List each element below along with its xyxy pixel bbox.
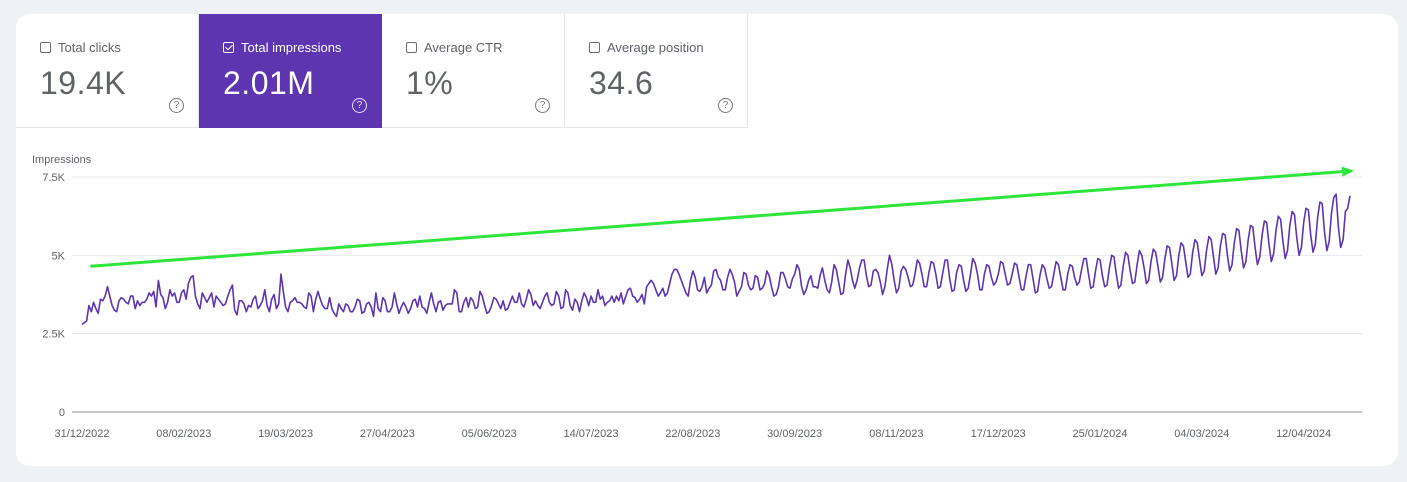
metric-tile-average-position[interactable]: Average position 34.6 ?	[565, 14, 748, 128]
help-icon[interactable]: ?	[718, 98, 733, 113]
performance-card: Total clicks 19.4K ? Total impressions 2…	[16, 14, 1398, 466]
checkbox-unchecked-icon[interactable]	[589, 42, 600, 53]
metric-value: 2.01M	[223, 65, 315, 101]
help-icon[interactable]: ?	[535, 98, 550, 113]
y-axis-title: Impressions	[32, 154, 92, 166]
x-tick-label: 08/11/2023	[869, 428, 923, 440]
x-tick-label: 19/03/2023	[258, 428, 313, 440]
x-tick-label: 31/12/2022	[54, 428, 109, 440]
y-tick-label: 2.5K	[42, 329, 65, 341]
metric-header: Average CTR	[406, 40, 503, 55]
metric-header: Average position	[589, 40, 704, 55]
metric-label: Total impressions	[241, 40, 342, 55]
metric-tile-total-clicks[interactable]: Total clicks 19.4K ?	[16, 14, 199, 128]
trend-arrow	[90, 166, 1355, 268]
metric-value: 1%	[406, 65, 454, 101]
impressions-chart: Impressions 0 2.5K 5K 7.5K 31/12/2022 08/02/…	[32, 154, 1362, 440]
x-tick-label: 04/03/2024	[1174, 428, 1229, 440]
metric-header: Total impressions	[223, 40, 341, 55]
y-tick-labels: 0 2.5K 5K 7.5K	[42, 172, 65, 419]
metric-header: Total clicks	[40, 40, 121, 55]
x-tick-label: 05/06/2023	[462, 428, 517, 440]
metric-value: 19.4K	[40, 65, 127, 101]
x-tick-labels: 31/12/2022 08/02/2023 19/03/2023 27/04/2023…	[54, 428, 1331, 440]
metric-label: Average position	[607, 40, 704, 55]
checkbox-unchecked-icon[interactable]	[406, 42, 417, 53]
metric-tile-total-impressions[interactable]: Total impressions 2.01M ?	[199, 14, 382, 128]
help-icon[interactable]: ?	[352, 98, 367, 113]
trend-arrow-shaft	[90, 170, 1343, 268]
x-tick-label: 27/04/2023	[360, 428, 415, 440]
x-tick-label: 08/02/2023	[156, 428, 211, 440]
x-tick-label: 12/04/2024	[1276, 428, 1331, 440]
checkbox-checked-icon[interactable]	[223, 42, 234, 53]
metric-label: Total clicks	[58, 40, 121, 55]
x-tick-label: 17/12/2023	[971, 428, 1026, 440]
checkbox-unchecked-icon[interactable]	[40, 42, 51, 53]
x-tick-label: 25/01/2024	[1072, 428, 1127, 440]
grid-layer	[72, 176, 1362, 413]
x-tick-label: 14/07/2023	[563, 428, 618, 440]
metric-tiles: Total clicks 19.4K ? Total impressions 2…	[16, 14, 748, 128]
y-tick-label: 0	[59, 407, 65, 419]
y-tick-label: 7.5K	[42, 172, 65, 184]
metric-tile-average-ctr[interactable]: Average CTR 1% ?	[382, 14, 565, 128]
help-icon[interactable]: ?	[169, 98, 184, 113]
impressions-line	[81, 193, 1351, 325]
y-tick-label: 5K	[52, 250, 66, 262]
metric-label: Average CTR	[424, 40, 503, 55]
trend-arrow-head	[1341, 166, 1355, 177]
metric-value: 34.6	[589, 65, 654, 101]
x-tick-label: 30/09/2023	[767, 428, 822, 440]
x-tick-label: 22/08/2023	[665, 428, 720, 440]
